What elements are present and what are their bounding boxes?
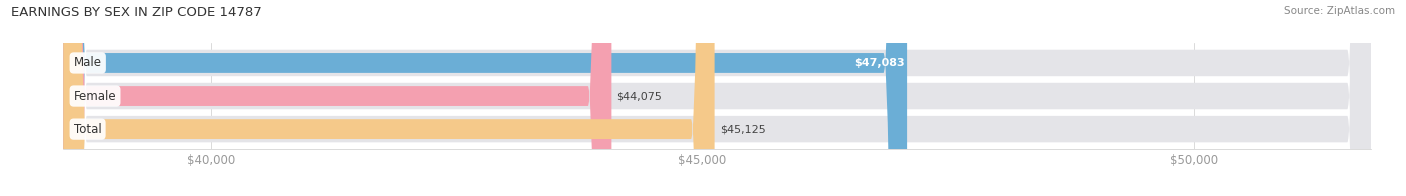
Text: Source: ZipAtlas.com: Source: ZipAtlas.com xyxy=(1284,6,1395,16)
FancyBboxPatch shape xyxy=(63,0,1371,196)
Text: $44,075: $44,075 xyxy=(617,91,662,101)
Text: $47,083: $47,083 xyxy=(853,58,904,68)
Text: Male: Male xyxy=(73,56,101,69)
FancyBboxPatch shape xyxy=(63,0,714,196)
FancyBboxPatch shape xyxy=(63,0,1371,196)
Text: Total: Total xyxy=(73,123,101,136)
Text: $45,125: $45,125 xyxy=(720,124,766,134)
Text: Female: Female xyxy=(73,90,117,103)
FancyBboxPatch shape xyxy=(63,0,907,196)
Text: EARNINGS BY SEX IN ZIP CODE 14787: EARNINGS BY SEX IN ZIP CODE 14787 xyxy=(11,6,262,19)
FancyBboxPatch shape xyxy=(63,0,1371,196)
FancyBboxPatch shape xyxy=(63,0,612,196)
